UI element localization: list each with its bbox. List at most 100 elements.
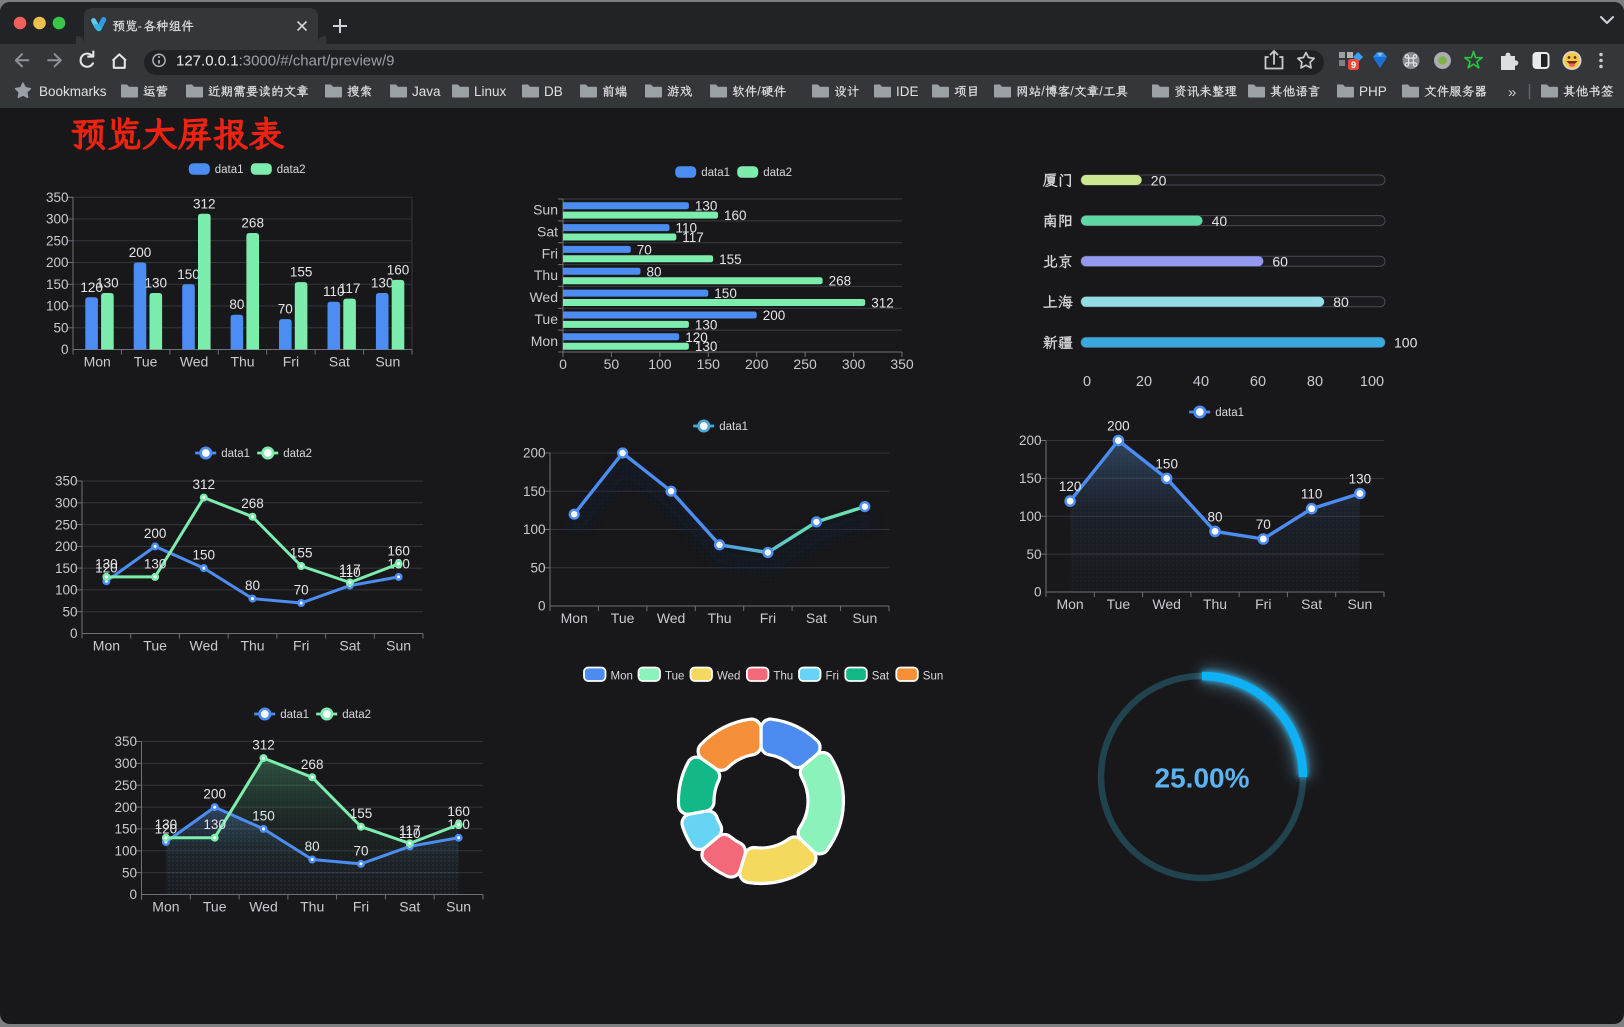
svg-text:200: 200 <box>129 245 152 260</box>
svg-text:150: 150 <box>55 561 78 576</box>
svg-text:100: 100 <box>55 583 78 598</box>
svg-text:150: 150 <box>697 356 721 372</box>
svg-text:150: 150 <box>714 286 737 301</box>
svg-text:Mon: Mon <box>84 354 111 370</box>
svg-text:50: 50 <box>53 321 68 336</box>
svg-text:110: 110 <box>323 284 345 299</box>
svg-text:127.0.0.1:3000/#/chart/preview: 127.0.0.1:3000/#/chart/preview/9 <box>176 53 395 70</box>
svg-text:350: 350 <box>114 734 137 749</box>
svg-text:155: 155 <box>290 265 313 280</box>
svg-text:Tue: Tue <box>203 899 227 915</box>
svg-text:100: 100 <box>46 299 69 314</box>
svg-text:160: 160 <box>387 262 410 277</box>
svg-text:120: 120 <box>685 330 708 345</box>
svg-text:0: 0 <box>129 887 137 902</box>
svg-text:50: 50 <box>62 604 77 619</box>
svg-text:312: 312 <box>252 738 275 753</box>
svg-text:data2: data2 <box>342 709 371 721</box>
svg-text:Thu: Thu <box>240 638 264 654</box>
svg-text:160: 160 <box>447 804 470 819</box>
svg-text:120: 120 <box>1059 479 1082 494</box>
svg-text:100: 100 <box>1394 335 1418 351</box>
svg-text:Mon: Mon <box>561 610 588 626</box>
svg-text:-: - <box>138 19 142 33</box>
svg-text:Wed: Wed <box>180 354 209 370</box>
svg-text:Sat: Sat <box>1301 596 1322 612</box>
svg-text:80: 80 <box>647 264 662 279</box>
svg-text:Fri: Fri <box>353 899 369 915</box>
svg-text:130: 130 <box>96 276 119 291</box>
svg-text:100: 100 <box>1019 509 1042 524</box>
svg-text:Tue: Tue <box>1107 596 1131 612</box>
svg-text:Fri: Fri <box>293 638 309 654</box>
svg-text:200: 200 <box>745 356 769 372</box>
svg-text:110: 110 <box>339 565 361 580</box>
svg-text:data1: data1 <box>221 448 250 460</box>
svg-text:70: 70 <box>353 843 368 858</box>
svg-text:250: 250 <box>793 356 817 372</box>
svg-text:130: 130 <box>1349 472 1372 487</box>
svg-text:0: 0 <box>559 356 567 372</box>
svg-text:Sat: Sat <box>806 610 827 626</box>
svg-text:70: 70 <box>294 583 309 598</box>
svg-text:Wed: Wed <box>190 638 219 654</box>
svg-text:100: 100 <box>648 356 672 372</box>
svg-text:117: 117 <box>339 281 361 296</box>
svg-text:70: 70 <box>1256 517 1271 532</box>
svg-text:150: 150 <box>252 808 275 823</box>
svg-text:60: 60 <box>1272 254 1288 270</box>
svg-text:60: 60 <box>1250 374 1266 390</box>
svg-text:Thu: Thu <box>534 267 558 283</box>
svg-text:70: 70 <box>637 242 652 257</box>
svg-text:130: 130 <box>95 556 118 571</box>
svg-text:130: 130 <box>695 339 718 354</box>
svg-text:Sun: Sun <box>375 354 400 370</box>
svg-text:/: / <box>1070 85 1074 99</box>
svg-text:Sun: Sun <box>923 671 943 683</box>
svg-text:data2: data2 <box>277 164 306 176</box>
svg-text:80: 80 <box>229 297 244 312</box>
svg-text:data1: data1 <box>701 167 730 179</box>
svg-text:Fri: Fri <box>283 354 299 370</box>
svg-text:Mon: Mon <box>152 899 179 915</box>
svg-text:9: 9 <box>1351 60 1356 71</box>
svg-text:268: 268 <box>241 216 264 231</box>
svg-text:Tue: Tue <box>665 671 684 683</box>
svg-text:150: 150 <box>1019 471 1042 486</box>
svg-text:Sun: Sun <box>446 899 471 915</box>
svg-text:312: 312 <box>193 196 216 211</box>
svg-text:110: 110 <box>1301 487 1323 502</box>
svg-text:PHP: PHP <box>1359 84 1387 99</box>
svg-text:0: 0 <box>70 626 78 641</box>
svg-text:250: 250 <box>46 234 69 249</box>
svg-text:data1: data1 <box>215 164 244 176</box>
svg-text:Thu: Thu <box>707 610 731 626</box>
svg-text:268: 268 <box>241 496 264 511</box>
svg-text:130: 130 <box>695 199 718 214</box>
svg-text:100: 100 <box>114 844 137 859</box>
svg-text:200: 200 <box>144 526 167 541</box>
svg-text:117: 117 <box>682 230 704 245</box>
svg-text:0: 0 <box>61 342 69 357</box>
svg-text:data2: data2 <box>763 167 792 179</box>
svg-text:130: 130 <box>695 317 718 332</box>
svg-text:Java: Java <box>412 84 441 99</box>
svg-text:200: 200 <box>523 446 546 461</box>
svg-text:50: 50 <box>122 865 137 880</box>
svg-text:Sun: Sun <box>533 202 558 218</box>
svg-text:Thu: Thu <box>773 671 793 683</box>
svg-text:Sat: Sat <box>329 354 350 370</box>
svg-text:155: 155 <box>719 252 742 267</box>
svg-text:80: 80 <box>305 839 320 854</box>
svg-text:25.00%: 25.00% <box>1155 763 1250 794</box>
svg-text:155: 155 <box>350 806 373 821</box>
svg-text:200: 200 <box>203 787 226 802</box>
svg-text:130: 130 <box>371 276 394 291</box>
svg-text:Sun: Sun <box>386 638 411 654</box>
svg-text:Sun: Sun <box>852 610 877 626</box>
svg-text:/: / <box>1099 85 1103 99</box>
svg-text:250: 250 <box>114 778 137 793</box>
svg-text:Mon: Mon <box>531 333 558 349</box>
svg-text:120: 120 <box>155 822 178 837</box>
svg-text:data1: data1 <box>280 709 309 721</box>
